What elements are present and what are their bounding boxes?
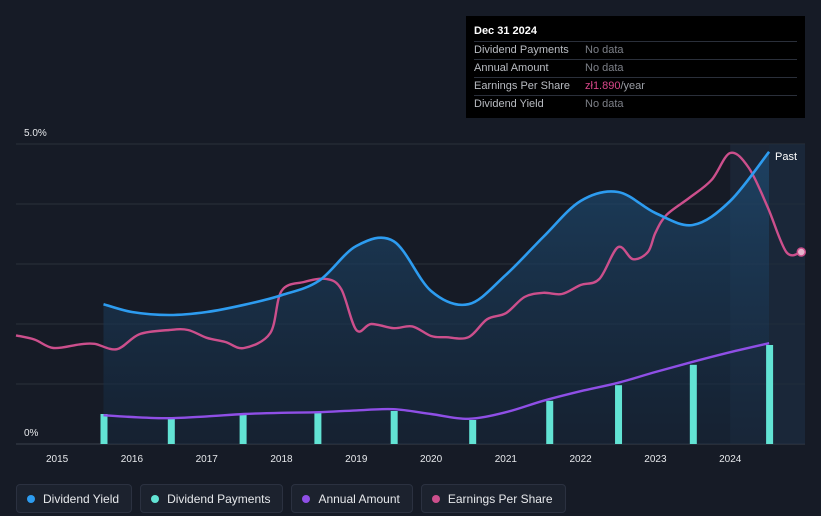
eps-end-marker bbox=[796, 247, 807, 257]
tooltip-label: Annual Amount bbox=[474, 62, 549, 74]
tooltip-value: No data bbox=[585, 62, 624, 74]
dividend-payment-bar bbox=[390, 411, 398, 444]
legend-label: Dividend Yield bbox=[43, 491, 120, 506]
legend-item-dividend-yield[interactable]: Dividend Yield bbox=[16, 484, 133, 513]
legend-dot-icon bbox=[431, 494, 440, 503]
yield-area bbox=[103, 144, 805, 445]
tooltip-value: zł1.890 bbox=[585, 80, 621, 92]
tooltip-date: Dec 31 2024 bbox=[474, 25, 537, 37]
x-tick-label: 2023 bbox=[644, 454, 667, 465]
x-tick-label: 2016 bbox=[121, 454, 144, 465]
tooltip-label: Dividend Payments bbox=[474, 44, 569, 56]
x-tick-label: 2020 bbox=[420, 454, 443, 465]
dividend-payment-bar bbox=[469, 420, 477, 444]
dividend-payment-bar bbox=[689, 364, 697, 444]
annual-amount-line bbox=[103, 342, 770, 421]
tooltip-unit: /year bbox=[620, 80, 645, 92]
tooltip-value: No data bbox=[585, 98, 624, 110]
earnings-per-share-line bbox=[15, 151, 802, 351]
dividend-payment-bar bbox=[100, 414, 108, 444]
dividend-payment-bar bbox=[766, 345, 774, 444]
dividend-payment-bar bbox=[239, 414, 247, 444]
tooltip-row-annual-amount: Annual Amount No data bbox=[474, 59, 797, 77]
legend-item-earnings-per-share[interactable]: Earnings Per Share bbox=[420, 484, 566, 513]
x-tick-label: 2024 bbox=[719, 454, 742, 465]
axis-labels: 5.0% 0% 2015 2016 2017 2018 2019 2020 2021 2022 20… bbox=[24, 128, 797, 465]
legend-label: Dividend Payments bbox=[167, 491, 271, 506]
y-tick-label: 5.0% bbox=[24, 128, 47, 139]
tooltip: Dec 31 2024 Dividend Payments No data An… bbox=[466, 16, 805, 118]
legend-item-annual-amount[interactable]: Annual Amount bbox=[291, 484, 413, 513]
legend: Dividend Yield Dividend Payments Annual … bbox=[16, 484, 566, 515]
dividend-payment-bar bbox=[615, 385, 623, 444]
forecast-shade bbox=[769, 144, 805, 444]
legend-dot-icon bbox=[151, 494, 160, 503]
x-tick-label: 2019 bbox=[345, 454, 368, 465]
dividend-payment-bar bbox=[546, 400, 554, 444]
x-tick-label: 2021 bbox=[495, 454, 518, 465]
tooltip-row-dividend-payments: Dividend Payments No data bbox=[474, 41, 797, 59]
dividend-payment-bar bbox=[314, 412, 322, 444]
x-tick-label: 2017 bbox=[196, 454, 219, 465]
dividend-payment-bar bbox=[167, 418, 175, 444]
legend-label: Earnings Per Share bbox=[447, 491, 553, 506]
legend-item-dividend-payments[interactable]: Dividend Payments bbox=[140, 484, 284, 513]
x-tick-label: 2015 bbox=[46, 454, 69, 465]
series-lines bbox=[15, 150, 807, 421]
tooltip-value: No data bbox=[585, 44, 624, 56]
dividend-payment-bars bbox=[100, 345, 774, 444]
legend-dot-icon bbox=[302, 494, 311, 503]
past-label: Past bbox=[775, 151, 797, 163]
legend-label: Annual Amount bbox=[318, 491, 400, 506]
dividend-yield-line bbox=[103, 150, 771, 317]
legend-dot-icon bbox=[27, 494, 35, 503]
dividend-yield-area bbox=[103, 151, 770, 445]
x-tick-label: 2018 bbox=[270, 454, 293, 465]
y-tick-label: 0% bbox=[24, 428, 39, 439]
tooltip-row-earnings-per-share: Earnings Per Share zł1.890/year bbox=[474, 77, 797, 95]
tooltip-label: Dividend Yield bbox=[474, 98, 544, 110]
tooltip-row-dividend-yield: Dividend Yield No data bbox=[474, 95, 797, 113]
tooltip-label: Earnings Per Share bbox=[474, 80, 570, 92]
x-tick-label: 2022 bbox=[570, 454, 593, 465]
